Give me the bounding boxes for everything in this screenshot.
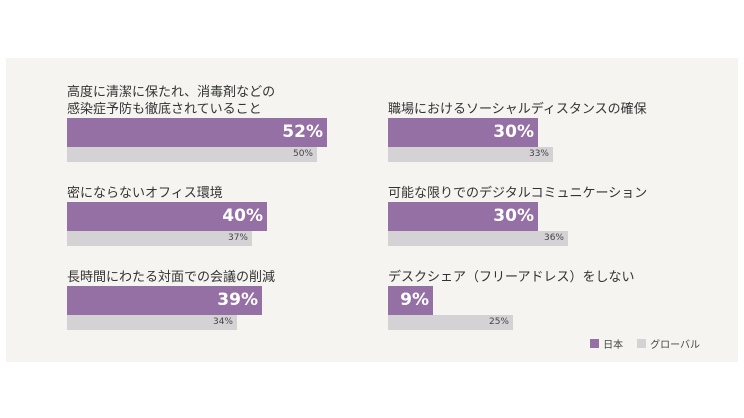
- bar-group: 職場におけるソーシャルディスタンスの確保 30% 33%: [388, 74, 718, 162]
- bar-global: 37%: [67, 231, 252, 246]
- legend-swatch-global: [637, 339, 647, 348]
- bar-group: 密にならないオフィス環境 40% 37%: [67, 158, 397, 246]
- data-label-global: 34%: [212, 317, 233, 327]
- legend: 日本 グローバル: [582, 336, 700, 351]
- legend-entry-japan: 日本: [590, 336, 623, 351]
- bar-global: 36%: [388, 231, 568, 246]
- bar-group: 高度に清潔に保たれ、消毒剤などの 感染症予防も徹底されていること 52% 50%: [67, 74, 397, 162]
- data-label-japan: 52%: [282, 122, 323, 142]
- data-label-global: 50%: [292, 149, 313, 159]
- legend-swatch-japan: [590, 339, 600, 348]
- bar-group: 可能な限りでのデジタルコミュニケーション 30% 36%: [388, 158, 718, 246]
- category-label: 長時間にわたる対面での会議の削減: [67, 270, 276, 285]
- bar-global: 25%: [388, 315, 513, 330]
- bar-japan: 30%: [388, 202, 538, 231]
- data-label-japan: 40%: [222, 206, 263, 226]
- category-label: 密にならないオフィス環境: [67, 186, 223, 201]
- data-label-global: 37%: [227, 233, 248, 243]
- bar-group: デスクシェア（フリーアドレス）をしない 9% 25%: [388, 242, 718, 330]
- legend-label-global: グローバル: [650, 340, 700, 351]
- legend-entry-global: グローバル: [637, 336, 700, 351]
- category-label: デスクシェア（フリーアドレス）をしない: [388, 270, 635, 285]
- data-label-japan: 9%: [400, 290, 429, 310]
- bar-group: 長時間にわたる対面での会議の削減 39% 34%: [67, 242, 397, 330]
- legend-label-japan: 日本: [603, 340, 624, 351]
- chart-panel: 高度に清潔に保たれ、消毒剤などの 感染症予防も徹底されていること 52% 50% 密に…: [6, 58, 738, 362]
- bar-japan: 52%: [67, 118, 327, 147]
- data-label-japan: 30%: [493, 122, 534, 142]
- bar-japan: 40%: [67, 202, 267, 231]
- bar-global: 34%: [67, 315, 237, 330]
- category-label: 職場におけるソーシャルディスタンスの確保: [388, 102, 647, 117]
- bar-japan: 9%: [388, 286, 433, 315]
- data-label-global: 36%: [543, 233, 564, 243]
- category-label: 可能な限りでのデジタルコミュニケーション: [388, 186, 648, 201]
- data-label-japan: 39%: [217, 290, 258, 310]
- data-label-global: 25%: [488, 317, 509, 327]
- bar-global: 50%: [67, 147, 317, 162]
- data-label-global: 33%: [528, 149, 549, 159]
- bar-japan: 39%: [67, 286, 262, 315]
- bar-japan: 30%: [388, 118, 538, 147]
- bar-global: 33%: [388, 147, 553, 162]
- data-label-japan: 30%: [493, 206, 534, 226]
- category-label: 高度に清潔に保たれ、消毒剤などの 感染症予防も徹底されていること: [67, 85, 276, 117]
